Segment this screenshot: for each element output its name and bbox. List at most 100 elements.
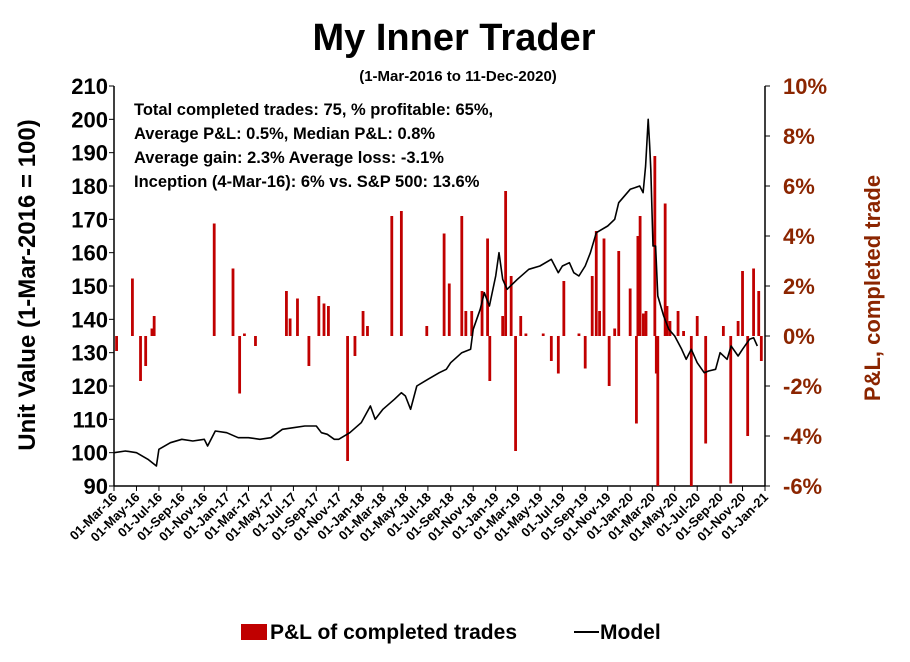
chart-subtitle: (1-Mar-2016 to 11-Dec-2020) — [359, 68, 557, 85]
left-axis-label: Unit Value (1-Mar-2016 = 100) — [14, 119, 41, 450]
pnl-bar — [425, 326, 429, 336]
pnl-bar — [524, 333, 528, 336]
right-tick-label: -2% — [783, 374, 822, 399]
pnl-bar — [501, 316, 505, 336]
pnl-bar — [486, 238, 489, 336]
chart-title: My Inner Trader — [313, 17, 596, 59]
pnl-bar — [654, 336, 658, 374]
pnl-bar — [139, 336, 142, 381]
left-tick-label: 120 — [71, 374, 108, 399]
pnl-bar — [152, 316, 156, 336]
pnl-bar — [752, 268, 755, 336]
pnl-bar — [504, 191, 508, 336]
pnl-bar — [721, 326, 725, 336]
pnl-bar — [663, 203, 667, 336]
pnl-bar — [212, 223, 216, 336]
pnl-bar — [741, 271, 744, 336]
pnl-bar — [656, 336, 660, 486]
pnl-bar — [689, 336, 693, 486]
pnl-bar — [642, 313, 645, 336]
right-axis-label: P&L, completed trade — [860, 175, 885, 401]
pnl-bar — [736, 321, 740, 336]
pnl-bar — [460, 216, 464, 336]
pnl-bar — [590, 276, 594, 336]
pnl-bar — [390, 216, 394, 336]
pnl-bar — [366, 326, 369, 336]
right-tick-label: 4% — [783, 224, 815, 249]
right-tick-label: 0% — [783, 324, 815, 349]
pnl-bar — [695, 316, 699, 336]
pnl-bar — [442, 233, 446, 336]
pnl-bars — [115, 156, 763, 486]
pnl-bar — [509, 276, 513, 336]
pnl-bar — [541, 333, 545, 336]
left-tick-label: 110 — [73, 407, 109, 432]
x-axis: 01-Mar-1601-May-1601-Jul-1601-Sep-1601-N… — [67, 485, 771, 545]
pnl-bar — [131, 278, 134, 336]
pnl-bar — [577, 333, 581, 336]
pnl-bar — [296, 298, 299, 336]
pnl-bar — [602, 238, 606, 336]
pnl-bar — [238, 336, 242, 394]
pnl-bar — [288, 318, 292, 336]
pnl-bar — [613, 328, 617, 336]
pnl-bar — [594, 231, 598, 336]
pnl-bar — [322, 303, 326, 336]
left-tick-label: 150 — [71, 274, 108, 299]
pnl-bar — [231, 268, 235, 336]
pnl-bar — [607, 336, 611, 386]
pnl-bar — [480, 291, 484, 336]
left-tick-label: 90 — [84, 474, 108, 499]
pnl-bar — [644, 311, 648, 336]
pnl-bar — [668, 321, 672, 336]
left-tick-label: 200 — [71, 107, 108, 132]
pnl-bar — [399, 211, 403, 336]
pnl-bar — [682, 331, 685, 336]
pnl-bar — [317, 296, 321, 336]
pnl-bar — [243, 333, 246, 336]
pnl-bar — [361, 311, 365, 336]
left-tick-label: 160 — [71, 241, 108, 266]
pnl-bar — [638, 216, 642, 336]
annotation-line: Average gain: 2.3% Average loss: -3.1% — [134, 149, 444, 167]
annotation-line: Total completed trades: 75, % profitable… — [134, 101, 493, 119]
right-tick-label: 6% — [783, 174, 815, 199]
left-tick-label: 190 — [71, 141, 108, 166]
left-tick-label: 180 — [71, 174, 108, 199]
pnl-bar — [346, 336, 349, 461]
legend-swatch-pnl — [241, 624, 267, 640]
pnl-bar — [144, 336, 148, 366]
pnl-bar — [353, 336, 357, 356]
annotation-block: Total completed trades: 75, % profitable… — [134, 101, 493, 191]
pnl-bar — [562, 281, 566, 336]
pnl-bar — [635, 336, 638, 424]
pnl-bar — [759, 336, 763, 361]
model-line-group — [113, 118, 759, 467]
right-tick-label: 8% — [783, 124, 815, 149]
pnl-bar — [746, 336, 750, 436]
pnl-bar — [704, 336, 708, 444]
right-y-axis: -6% -4% -2% 0% 2% 4% 6% 8% 10% — [764, 74, 827, 499]
left-tick-label: 100 — [71, 441, 108, 466]
legend: P&L of completed trades Model — [241, 621, 661, 644]
pnl-bar — [285, 291, 288, 336]
pnl-bar — [598, 311, 601, 336]
pnl-bar — [150, 328, 154, 336]
legend-label-model: Model — [600, 621, 661, 644]
annotation-line: Average P&L: 0.5%, Median P&L: 0.8% — [134, 125, 435, 143]
pnl-bar — [470, 311, 474, 336]
left-tick-label: 170 — [71, 207, 108, 232]
pnl-bar — [665, 306, 669, 336]
pnl-bar — [729, 336, 733, 484]
pnl-bar — [628, 288, 632, 336]
right-tick-label: 10% — [783, 74, 827, 99]
pnl-bar — [549, 336, 553, 361]
left-tick-label: 210 — [71, 74, 108, 99]
pnl-bar — [254, 336, 257, 346]
pnl-bar — [327, 306, 330, 336]
legend-label-pnl: P&L of completed trades — [270, 621, 517, 644]
pnl-bar — [514, 336, 517, 451]
pnl-bar — [556, 336, 560, 374]
right-tick-label: -6% — [783, 474, 822, 499]
